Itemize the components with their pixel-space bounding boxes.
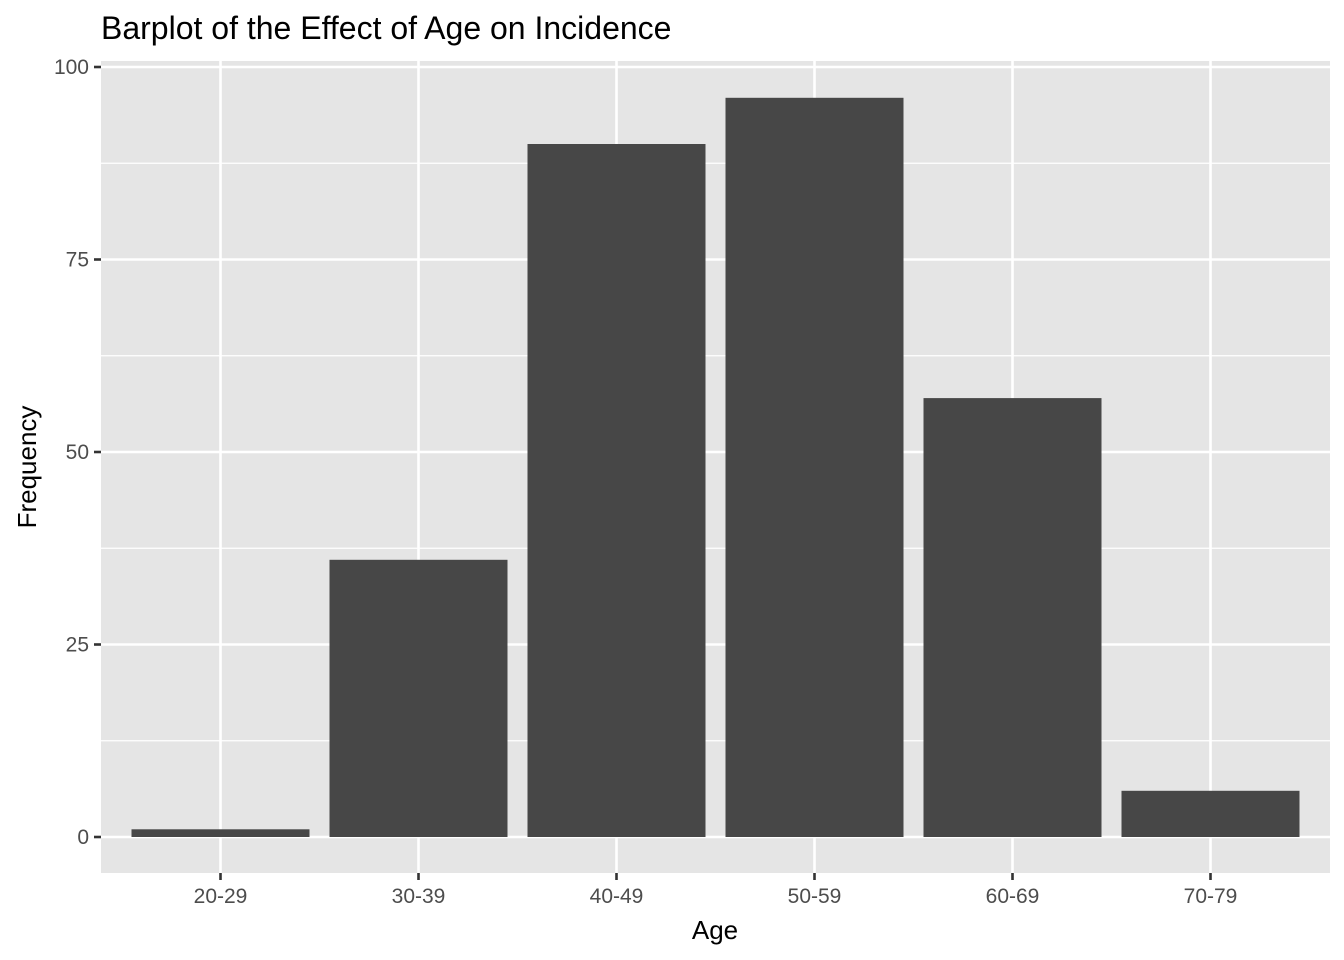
bar-60-69 [923, 398, 1102, 837]
x-tick-label: 70-79 [1184, 885, 1238, 908]
bar-70-79 [1121, 790, 1300, 837]
y-tick-label: 75 [66, 249, 89, 272]
y-axis-title: Frequency [12, 406, 42, 529]
x-tick-label: 60-69 [986, 885, 1040, 908]
x-axis-title: Age [692, 915, 738, 945]
y-axis: 0 25 50 75 100 [54, 56, 101, 849]
minor-gridlines [101, 162, 1330, 742]
bar-30-39 [329, 559, 508, 837]
plot-panel [101, 61, 1330, 873]
x-tick-label: 30-39 [392, 885, 446, 908]
chart-title: Barplot of the Effect of Age on Incidenc… [101, 10, 671, 46]
y-tick-label: 0 [77, 826, 89, 849]
y-tick-label: 50 [66, 441, 89, 464]
x-tick-label: 40-49 [590, 885, 644, 908]
bar-series [131, 97, 1300, 838]
x-axis: 20-29 30-39 40-49 50-59 60-69 70-79 [194, 873, 1238, 908]
bar-50-59 [725, 97, 904, 838]
y-tick-label: 100 [54, 56, 89, 79]
x-tick-label: 50-59 [788, 885, 842, 908]
x-tick-label: 20-29 [194, 885, 248, 908]
bar-20-29 [131, 829, 310, 837]
y-tick-label: 25 [66, 634, 89, 657]
bar-40-49 [527, 144, 706, 837]
